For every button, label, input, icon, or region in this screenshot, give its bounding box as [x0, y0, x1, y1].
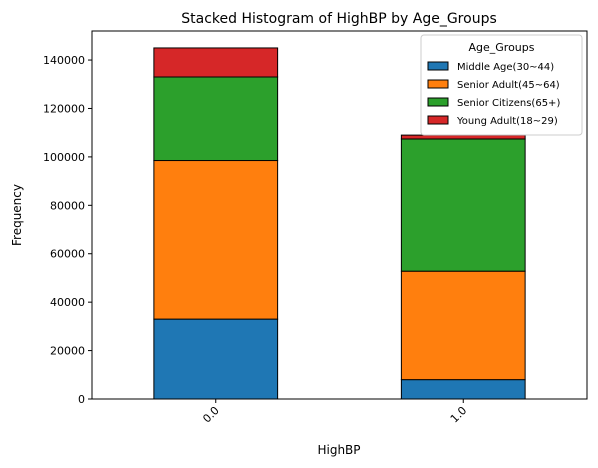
x-axis-label: HighBP	[317, 443, 360, 457]
bar-segment-0-0-series-2	[153, 76, 279, 162]
bar-segment-1-0-series-0	[400, 379, 526, 400]
y-tick-label: 140000	[43, 54, 85, 67]
legend: Age_Groups Middle Age(30~44) Senior Adult(…	[420, 34, 583, 136]
y-tick-label: 20000	[50, 345, 85, 358]
y-tick-label: 120000	[43, 102, 85, 115]
legend-label: Senior Citizens(65+)	[457, 98, 560, 109]
bar-segment-0-0-series-0	[153, 318, 279, 400]
y-axis-label: Frequency	[10, 184, 24, 246]
bar-segment-1-0-series-2	[400, 138, 526, 272]
y-tick-label: 60000	[50, 248, 85, 261]
legend-label: Middle Age(30~44)	[457, 62, 554, 73]
bar-segment-1-0-series-1	[400, 270, 526, 381]
x-tick-label: 0.0	[200, 404, 222, 426]
y-tick-label: 80000	[50, 199, 85, 212]
legend-swatch	[427, 115, 449, 125]
legend-swatch	[427, 79, 449, 89]
legend-label: Senior Adult(45~64)	[457, 80, 560, 91]
x-tick-label: 1.0	[448, 404, 470, 426]
y-tick-label: 100000	[43, 151, 85, 164]
legend-swatch	[427, 97, 449, 107]
legend-title: Age_Groups	[469, 41, 535, 54]
plot-area	[153, 47, 526, 400]
y-tick-label: 40000	[50, 296, 85, 309]
x-axis: 0.0 1.0	[200, 399, 469, 425]
bar-segment-0-0-series-3	[153, 47, 279, 78]
bar-segment-0-0-series-1	[153, 160, 279, 320]
legend-box	[420, 34, 583, 136]
bar-segment-1-0-series-3	[400, 134, 526, 140]
plot-frame	[91, 30, 588, 400]
legend-swatch	[427, 61, 449, 71]
chart-title: Stacked Histogram of HighBP by Age_Group…	[181, 11, 497, 27]
legend-label: Young Adult(18~29)	[456, 116, 558, 127]
y-tick-label: 0	[78, 393, 85, 406]
y-axis: 0 20000 40000 60000 80000 100000 120000 140000	[43, 54, 92, 406]
